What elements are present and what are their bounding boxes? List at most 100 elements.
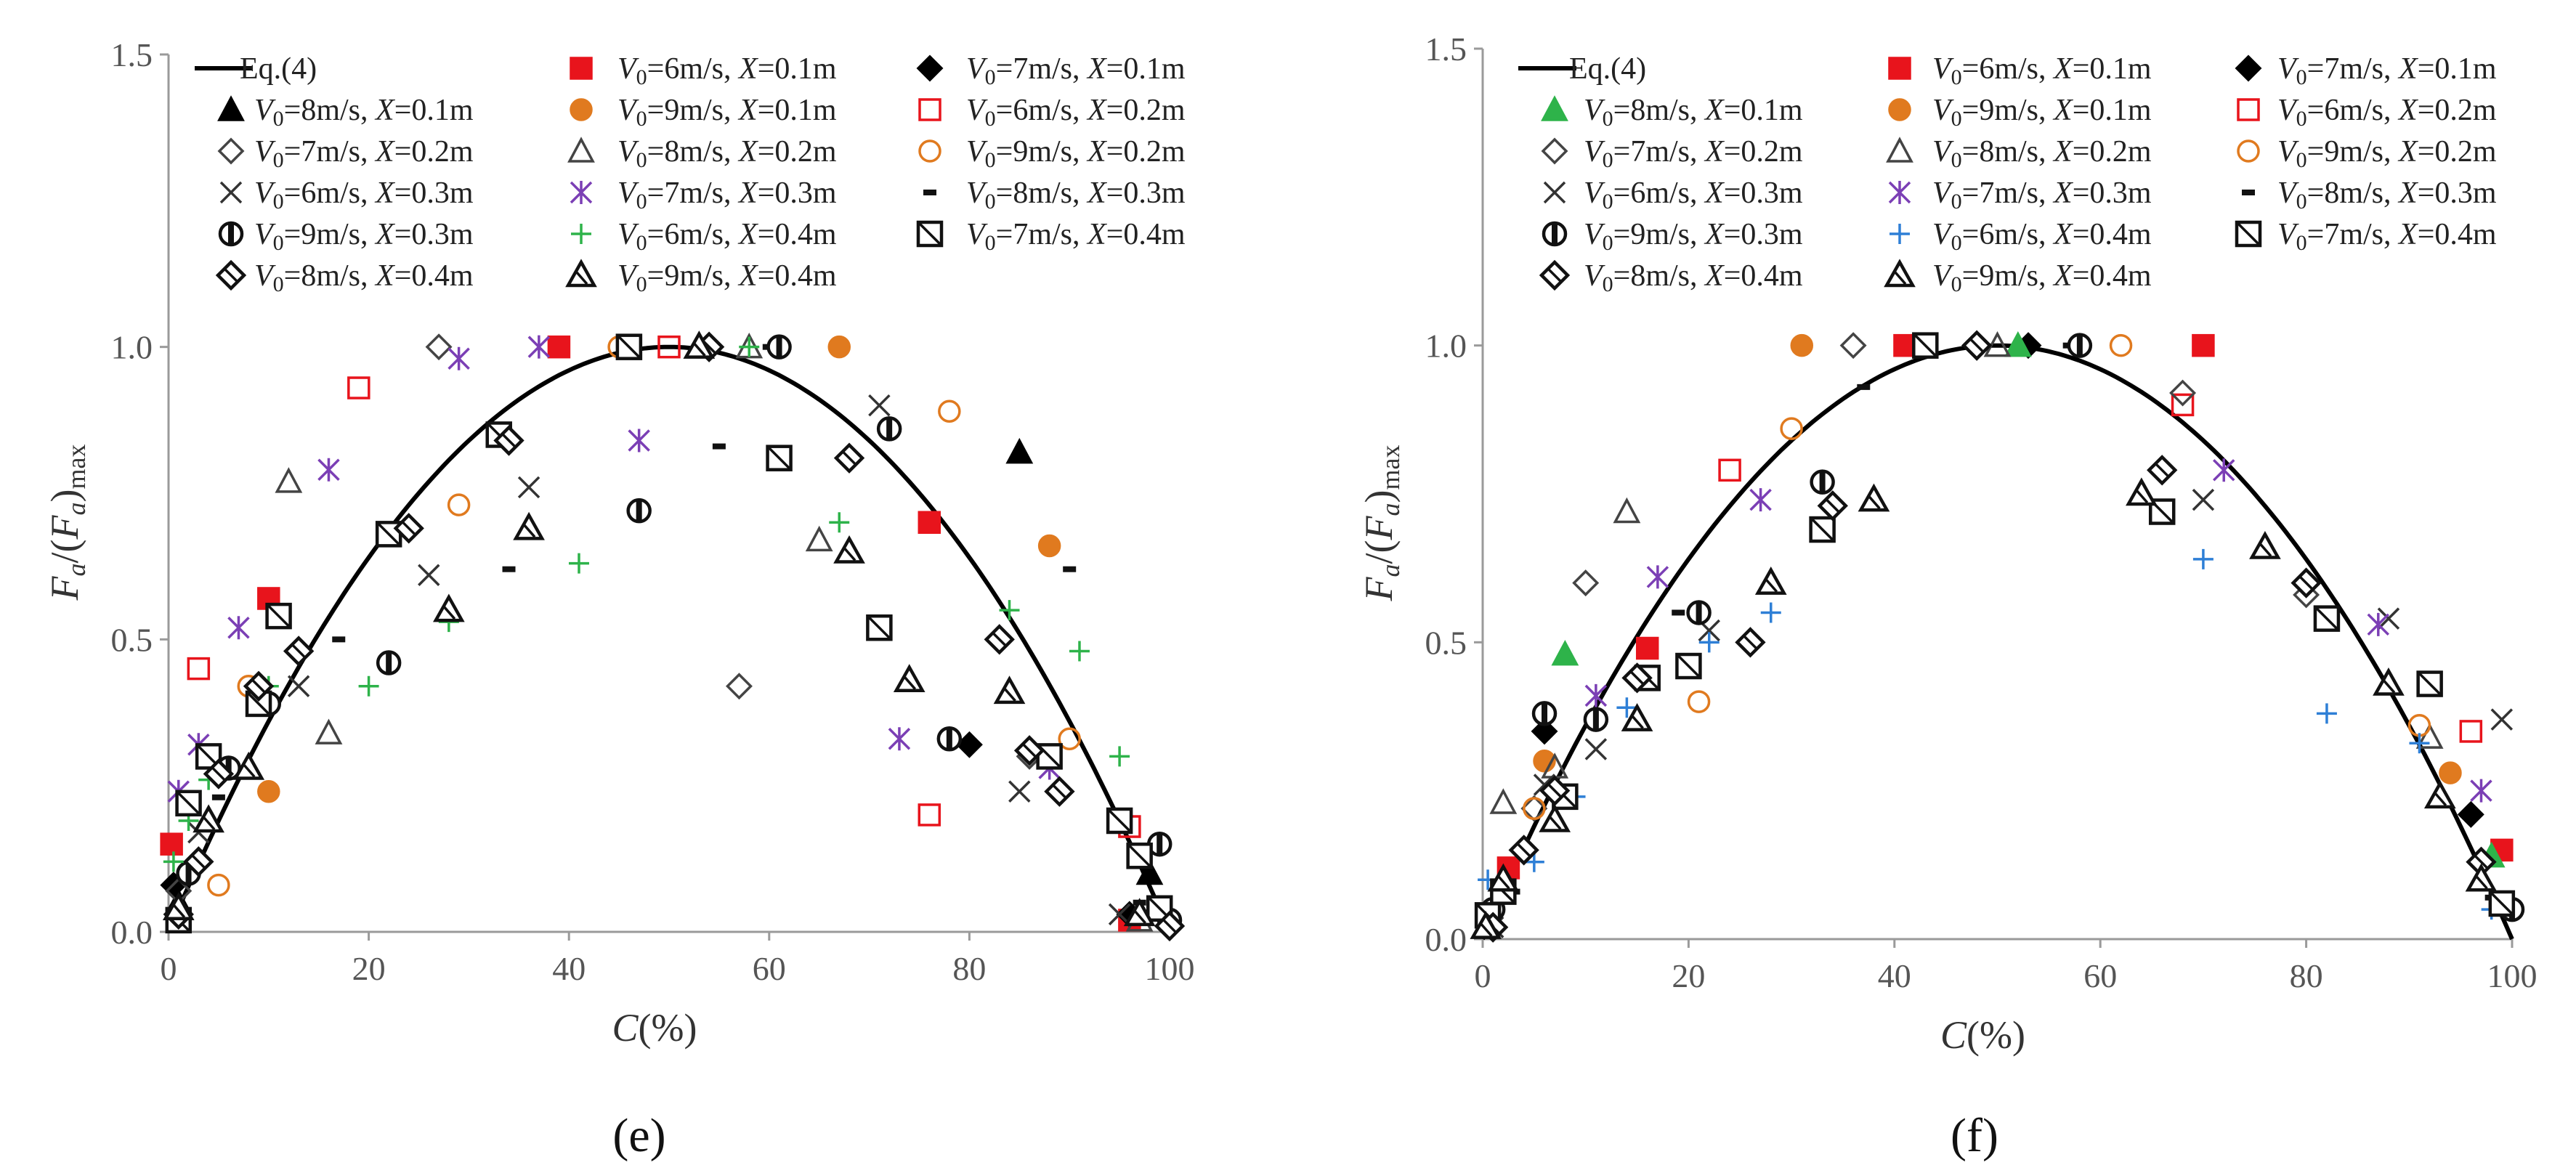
point-v6-x03 xyxy=(1108,903,1131,926)
point-v6-x04 xyxy=(358,675,379,697)
point-v6-x03 xyxy=(2490,708,2514,731)
legend-label: V0=9m/s, X=0.4m xyxy=(1932,259,2152,296)
legend-marker xyxy=(2242,190,2255,195)
legend: Eq.(4) V0=6m/s, X=0.1m V0=7m/s, X=0.1m V0=8… xyxy=(195,52,1186,296)
point-v9-x02 xyxy=(2407,714,2431,737)
point-v9-x02 xyxy=(938,399,961,423)
point-v7-x02 xyxy=(1572,569,1600,597)
point-v8-x01 xyxy=(1135,859,1164,885)
point-v9-x02 xyxy=(1687,690,1711,713)
legend-label: V0=7m/s, X=0.1m xyxy=(2277,52,2497,89)
point-v6-x04 xyxy=(2316,703,2337,724)
legend-label: V0=8m/s, X=0.1m xyxy=(254,94,474,131)
x-tick-label: 40 xyxy=(1878,957,1911,994)
point-v7-x03 xyxy=(1749,488,1772,512)
point-v9-x02 xyxy=(2109,333,2133,357)
point-v8-x04 xyxy=(493,425,524,456)
point-v7-x04 xyxy=(175,790,202,817)
point-v6-x02 xyxy=(347,376,370,399)
legend-marker xyxy=(1888,181,1911,204)
legend-marker xyxy=(1884,259,1916,288)
point-v9-x03 xyxy=(1531,701,1558,726)
legend-curve-label: Eq.(4) xyxy=(1569,52,1646,86)
point-v8-x04 xyxy=(1621,662,1653,694)
legend-label: V0=8m/s, X=0.3m xyxy=(966,176,1186,214)
legend-label: V0=8m/s, X=0.4m xyxy=(1584,259,1803,296)
y-tick-label: 1.0 xyxy=(1425,328,1467,365)
legend-label: V0=8m/s, X=0.4m xyxy=(254,259,474,296)
legend-marker xyxy=(923,190,936,195)
point-v9-x04 xyxy=(683,330,716,359)
point-v6-x04 xyxy=(2192,548,2214,569)
point-v8-x04 xyxy=(1817,490,1848,521)
point-v8-x04 xyxy=(1961,330,1993,361)
legend-label: V0=9m/s, X=0.3m xyxy=(254,218,474,255)
point-v6-x01 xyxy=(1893,333,1916,357)
point-v9-x03 xyxy=(1583,707,1609,732)
point-v6-x03 xyxy=(2192,488,2215,511)
point-v6-x03 xyxy=(2377,607,2400,630)
point-v8-x02 xyxy=(315,718,343,744)
point-v8-x02 xyxy=(1489,788,1518,814)
y-axis-label: Fa/(Fa)max xyxy=(1357,445,1405,602)
point-v9-x03 xyxy=(1686,600,1712,625)
x-tick-label: 40 xyxy=(552,950,586,987)
point-v7-x01 xyxy=(2457,800,2484,828)
legend-label: V0=9m/s, X=0.1m xyxy=(1932,94,2152,131)
x-tick-label: 80 xyxy=(2290,957,2323,994)
point-v9-x01 xyxy=(1790,333,1814,357)
legend-label: V0=9m/s, X=0.2m xyxy=(2277,135,2497,172)
legend-marker xyxy=(918,98,941,121)
legend-marker xyxy=(916,54,944,82)
legend-marker xyxy=(1541,95,1568,121)
point-v7-x03 xyxy=(2470,779,2492,803)
legend-label: V0=6m/s, X=0.4m xyxy=(617,218,837,255)
legend-label: V0=8m/s, X=0.2m xyxy=(1932,135,2152,172)
point-v7-x03 xyxy=(1646,565,1669,589)
legend-marker xyxy=(219,181,243,204)
legend-label: V0=9m/s, X=0.2m xyxy=(966,135,1186,172)
legend-label: V0=9m/s, X=0.4m xyxy=(617,259,837,296)
legend-marker xyxy=(2237,98,2260,121)
x-tick-label: 60 xyxy=(753,950,786,987)
point-v8-x02 xyxy=(1613,497,1641,524)
point-v9-x03 xyxy=(1810,469,1835,495)
point-v8-x04 xyxy=(1044,776,1075,807)
point-v9-x04 xyxy=(893,664,926,692)
point-v9-x04 xyxy=(2249,530,2281,559)
point-v8-x04 xyxy=(2291,567,2322,598)
y-tick-label: 1.0 xyxy=(111,329,153,366)
point-v6-x04 xyxy=(2409,733,2430,754)
x-tick-label: 100 xyxy=(2487,957,2537,994)
point-v8-x03 xyxy=(712,443,726,450)
point-v8-x03 xyxy=(1857,383,1871,390)
point-v6-x01 xyxy=(547,335,571,359)
point-v9-x03 xyxy=(766,334,792,360)
point-v8-x02 xyxy=(1983,330,2012,357)
point-v6-x03 xyxy=(868,394,891,417)
point-v9-x03 xyxy=(626,498,652,524)
point-v9-x04 xyxy=(1754,567,1787,595)
point-v6-x02 xyxy=(187,657,211,681)
point-v7-x04 xyxy=(1809,516,1836,543)
point-v8-x02 xyxy=(275,467,303,493)
legend-marker xyxy=(2235,220,2262,248)
legend-label: V0=7m/s, X=0.4m xyxy=(966,218,1186,255)
point-v6-x04 xyxy=(1109,746,1130,767)
legend-label: V0=9m/s, X=0.1m xyxy=(617,94,837,131)
legend-curve-label: Eq.(4) xyxy=(240,52,317,86)
point-v7-x04 xyxy=(2313,605,2341,632)
legend-label: V0=6m/s, X=0.2m xyxy=(966,94,1186,131)
point-v9-x04 xyxy=(2126,477,2158,506)
point-v6-x01 xyxy=(160,832,183,856)
point-v7-x04 xyxy=(615,333,643,360)
point-v7-x02 xyxy=(1839,332,1867,360)
point-v9-x04 xyxy=(2423,780,2456,809)
point-v9-x04 xyxy=(1470,911,1502,939)
point-v7-x02 xyxy=(1520,795,1548,822)
legend-marker xyxy=(1543,181,1566,204)
legend-marker xyxy=(918,139,941,163)
point-v9-x01 xyxy=(2439,761,2462,784)
point-v9-x04 xyxy=(1123,898,1156,927)
